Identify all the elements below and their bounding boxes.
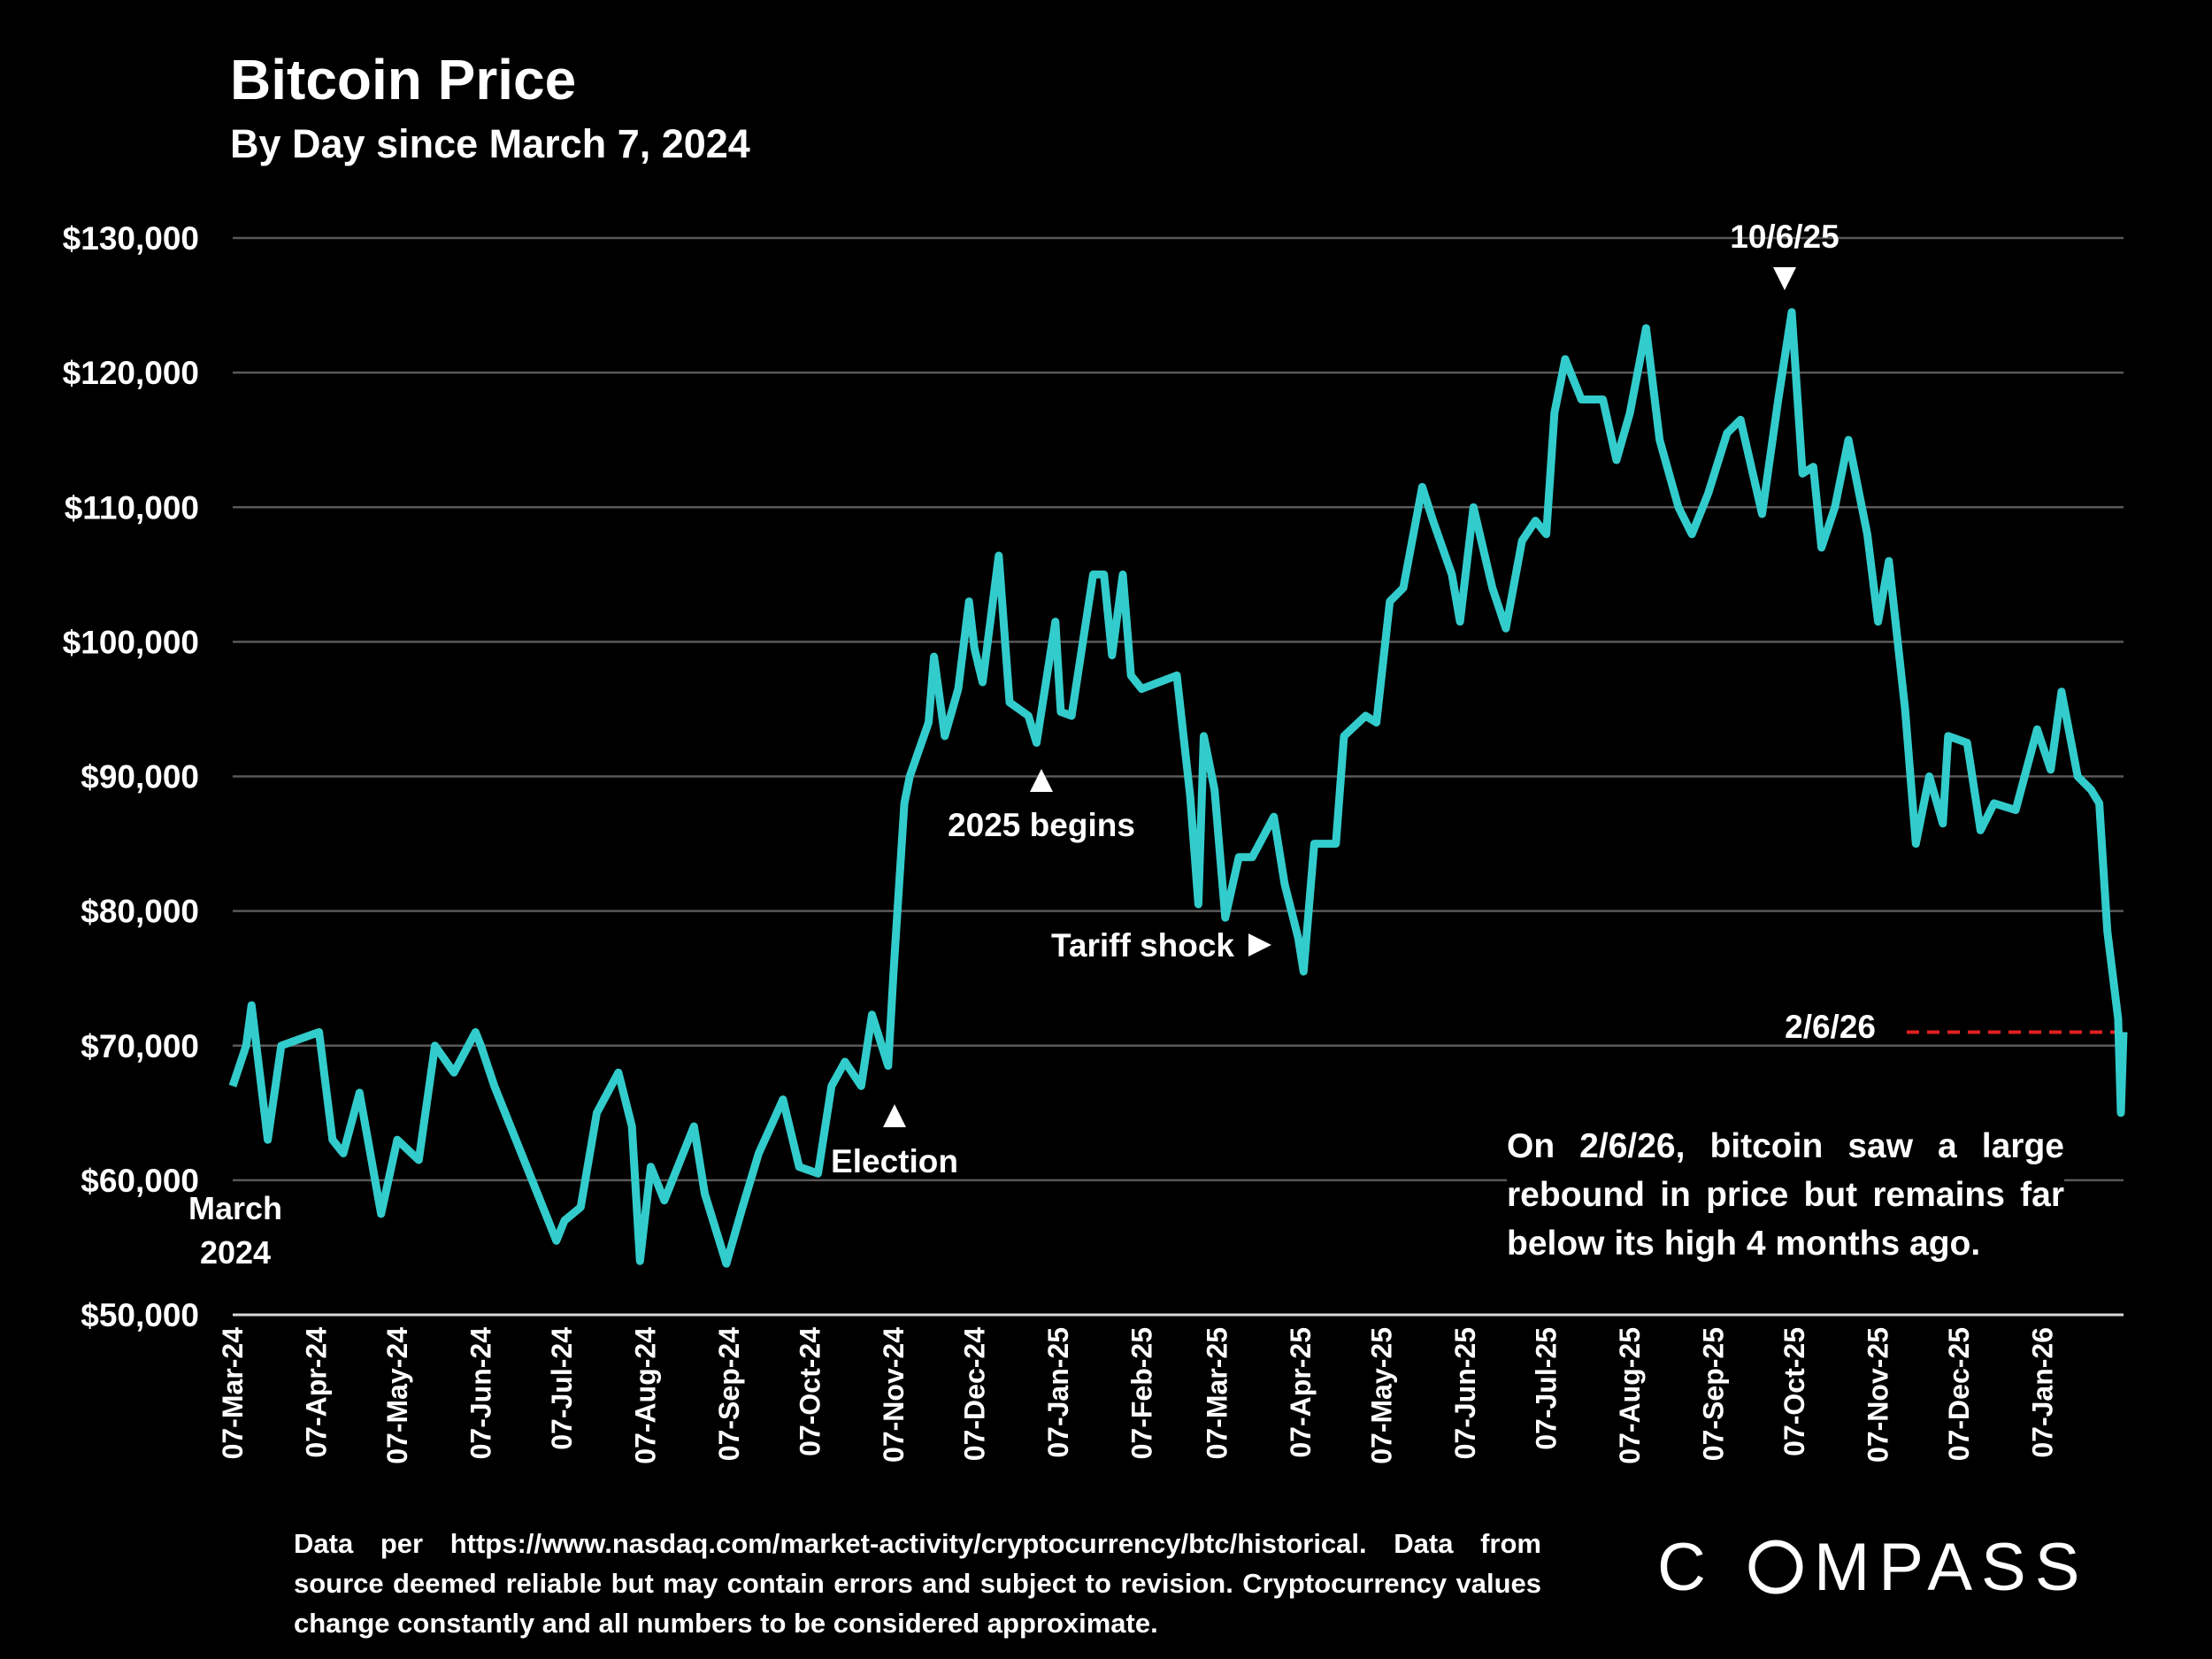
y-tick-label: $50,000 <box>81 1297 199 1333</box>
x-tick-label: 07-Aug-24 <box>629 1327 661 1464</box>
y-tick-label: $90,000 <box>81 759 199 795</box>
x-tick-label: 07-Feb-25 <box>1125 1327 1157 1459</box>
triangle-right-icon <box>1248 933 1271 956</box>
x-tick-label: 07-Apr-24 <box>301 1327 333 1458</box>
x-tick-label: 07-Jun-24 <box>465 1327 496 1460</box>
x-tick-label: 07-Nov-25 <box>1863 1327 1894 1463</box>
x-tick-label: 07-Jul-25 <box>1531 1327 1563 1450</box>
x-tick-label: 07-Jan-26 <box>2027 1327 2059 1458</box>
x-tick-label: 07-May-25 <box>1366 1327 1398 1464</box>
x-tick-label: 07-Mar-25 <box>1202 1327 1233 1459</box>
x-tick-label: 07-Nov-24 <box>878 1327 910 1463</box>
y-tick-label: $110,000 <box>65 489 199 526</box>
x-axis-ticks: 07-Mar-24 07-Apr-24 07-May-24 07-Jun-24 07-J… <box>217 1327 2059 1464</box>
svg-text:MPASS: MPASS <box>1814 1530 2088 1605</box>
y-tick-label: $130,000 <box>63 220 199 257</box>
y-tick-label: $120,000 <box>63 355 199 391</box>
triangle-up-icon <box>883 1104 906 1127</box>
triangle-up-icon <box>1030 769 1053 792</box>
y-tick-label: $60,000 <box>81 1163 199 1199</box>
annotation-2024: 2024 <box>200 1234 271 1271</box>
chart-subtitle: By Day since March 7, 2024 <box>230 121 750 166</box>
y-tick-label: $80,000 <box>81 894 199 930</box>
price-line <box>228 308 2128 1268</box>
annotation-note: On 2/6/26, bitcoin saw a large rebound i… <box>1507 1122 2064 1268</box>
compass-logo: C MPASS <box>1657 1530 2088 1605</box>
x-tick-label: 07-Apr-25 <box>1285 1327 1317 1458</box>
x-tick-label: 07-Dec-25 <box>1943 1327 1975 1461</box>
x-tick-label: 07-Aug-25 <box>1614 1327 1646 1464</box>
y-tick-label: $100,000 <box>63 624 199 660</box>
triangle-down-icon <box>1773 267 1796 290</box>
annotation-march: March <box>188 1190 282 1226</box>
x-tick-label: 07-Oct-24 <box>794 1327 826 1456</box>
annotation-tariff-shock: Tariff shock <box>1051 927 1234 964</box>
x-tick-label: 07-Jun-25 <box>1449 1327 1481 1459</box>
x-tick-label: 07-May-24 <box>381 1327 413 1464</box>
gridlines <box>233 236 2124 1317</box>
x-tick-label: 07-Mar-24 <box>217 1327 249 1460</box>
x-tick-label: 07-Sep-25 <box>1698 1327 1730 1461</box>
source-footnote: Data per https://www.nasdaq.com/market-a… <box>294 1528 1541 1639</box>
x-tick-label: 07-Dec-24 <box>958 1327 990 1461</box>
annotation-2025-begins: 2025 begins <box>948 807 1135 843</box>
reference-line-label: 2/6/26 <box>1785 1009 1876 1045</box>
y-axis-ticks: $50,000 $60,000 $70,000 $80,000 $90,000 $100,… <box>63 220 199 1333</box>
x-tick-label: 07-Jul-24 <box>546 1327 578 1450</box>
x-tick-label: 07-Jan-25 <box>1042 1327 1074 1458</box>
chart-title: Bitcoin Price <box>230 48 576 111</box>
x-tick-label: 07-Oct-25 <box>1778 1327 1810 1456</box>
svg-text:C: C <box>1657 1530 1715 1605</box>
x-tick-label: 07-Sep-24 <box>713 1327 745 1461</box>
annotation-peak: 10/6/25 <box>1730 219 1839 255</box>
y-tick-label: $70,000 <box>81 1028 199 1064</box>
annotation-election: Election <box>831 1143 958 1179</box>
